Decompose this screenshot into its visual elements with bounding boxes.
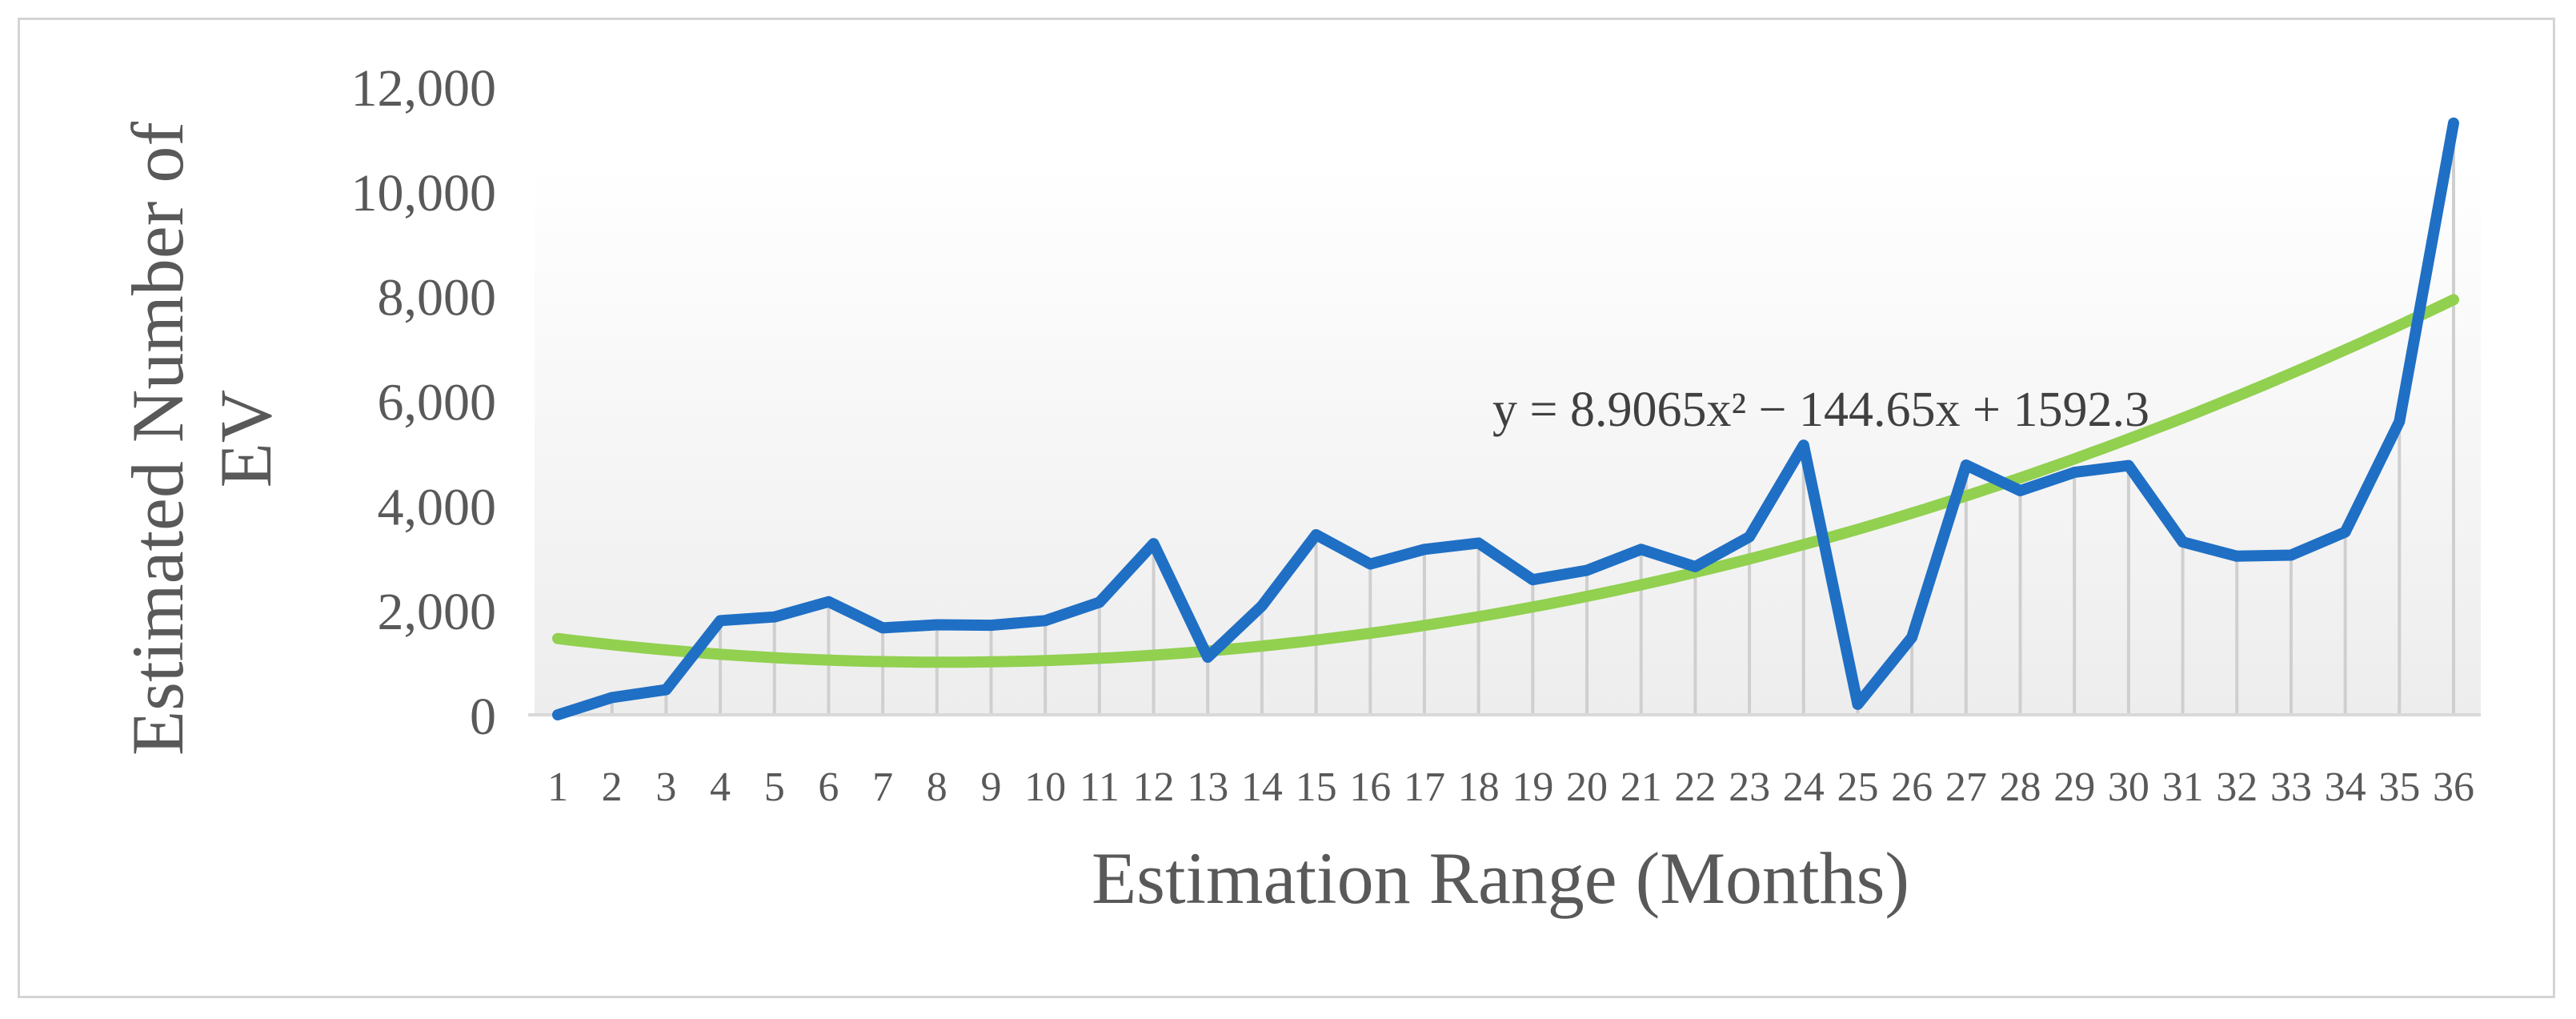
y-tick-label: 12,000: [351, 59, 497, 118]
x-tick-label: 9: [980, 764, 1001, 810]
x-tick-label: 23: [1729, 764, 1770, 810]
plot-area-background: [535, 162, 2481, 715]
x-tick-label: 11: [1080, 764, 1120, 810]
y-tick-label: 0: [470, 688, 496, 746]
x-tick-label: 6: [818, 764, 839, 810]
x-tick-label: 24: [1783, 764, 1825, 810]
x-tick-label: 4: [710, 764, 731, 810]
x-tick-label: 34: [2325, 764, 2366, 810]
y-tick-label: 10,000: [351, 164, 497, 223]
x-tick-label: 25: [1837, 764, 1878, 810]
y-axis-tick-labels: 0 2,000 4,000 6,000 8,000 10,000 12,000: [351, 59, 497, 746]
x-tick-label: 22: [1674, 764, 1716, 810]
x-tick-label: 16: [1349, 764, 1391, 810]
x-tick-label: 7: [872, 764, 893, 810]
x-tick-label: 21: [1621, 764, 1662, 810]
x-tick-label: 35: [2378, 764, 2420, 810]
y-axis-title-line2: EV: [205, 390, 286, 488]
trendline-equation: y = 8.9065x² − 144.65x + 1592.3: [1492, 383, 2149, 437]
y-tick-label: 2,000: [378, 583, 497, 641]
x-tick-label: 17: [1404, 764, 1445, 810]
x-tick-label: 28: [2000, 764, 2041, 810]
x-tick-label: 1: [547, 764, 568, 810]
x-tick-label: 8: [927, 764, 947, 810]
y-axis-title-line1: Estimated Number of: [117, 122, 198, 756]
x-tick-label: 36: [2433, 764, 2474, 810]
x-tick-label: 20: [1566, 764, 1608, 810]
x-tick-label: 27: [1945, 764, 1987, 810]
x-tick-label: 12: [1133, 764, 1175, 810]
x-tick-label: 15: [1296, 764, 1337, 810]
x-tick-label: 19: [1512, 764, 1553, 810]
x-tick-label: 29: [2053, 764, 2095, 810]
x-axis-tick-labels: 1 2 3 4 5 6 7 8 9 10 11 12 13 14 15 16 17 18 19 20 21 22 23 24 2…: [547, 764, 2474, 810]
x-tick-label: 18: [1458, 764, 1500, 810]
trendline: [552, 294, 2459, 668]
x-tick-label: 32: [2216, 764, 2258, 810]
x-tick-label: 33: [2270, 764, 2312, 810]
x-tick-label: 31: [2162, 764, 2204, 810]
data-series-line: [552, 117, 2459, 720]
x-tick-label: 5: [764, 764, 785, 810]
x-tick-label: 14: [1241, 764, 1283, 810]
x-tick-label: 10: [1024, 764, 1066, 810]
y-tick-label: 4,000: [378, 478, 497, 536]
x-tick-label: 3: [655, 764, 676, 810]
x-tick-label: 26: [1891, 764, 1933, 810]
x-tick-label: 2: [602, 764, 623, 810]
y-tick-label: 8,000: [378, 269, 497, 327]
x-tick-label: 13: [1187, 764, 1228, 810]
x-axis-title: Estimation Range (Months): [1092, 837, 1909, 919]
y-tick-label: 6,000: [378, 374, 497, 432]
x-tick-label: 30: [2108, 764, 2149, 810]
